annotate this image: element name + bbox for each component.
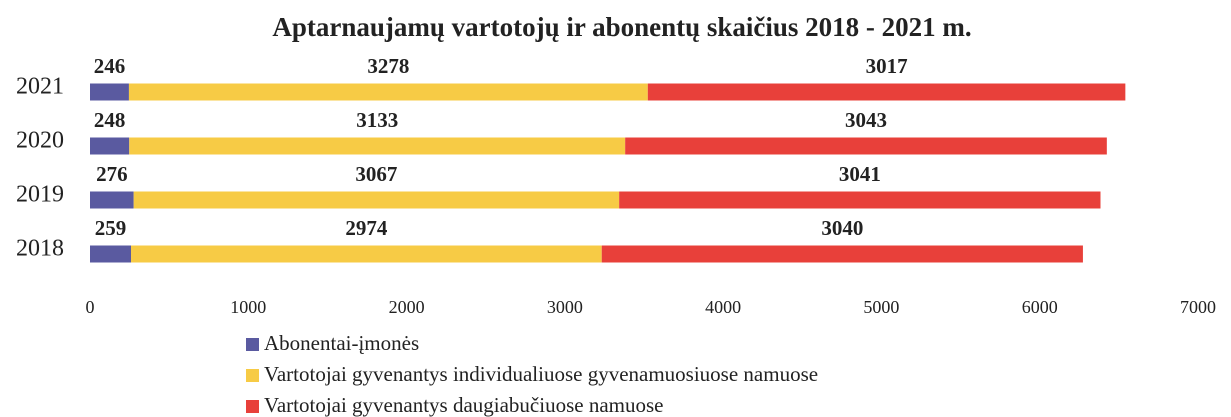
data-label: 3017 <box>866 54 908 78</box>
x-tick-label: 0 <box>86 297 95 317</box>
bar-segment <box>133 191 620 209</box>
data-label: 246 <box>94 54 126 78</box>
legend-label: Abonentai-įmonės <box>264 331 419 355</box>
y-tick-label: 2018 <box>16 236 64 262</box>
legend-label: Vartotojai gyvenantys individualiuose gy… <box>264 362 818 386</box>
data-label: 248 <box>94 108 126 132</box>
data-label: 3133 <box>356 108 398 132</box>
x-tick-label: 6000 <box>1022 297 1058 317</box>
chart-title: Aptarnaujamų vartotojų ir abonentų skaič… <box>272 12 971 42</box>
bar-segment <box>90 137 130 155</box>
data-label: 3278 <box>367 54 409 78</box>
data-label: 3041 <box>839 162 881 186</box>
bar-segment <box>647 83 1126 101</box>
legend-label: Vartotojai gyvenantys daugiabučiuose nam… <box>264 393 663 417</box>
bar-segment <box>90 191 134 209</box>
x-tick-label: 2000 <box>389 297 425 317</box>
x-tick-label: 5000 <box>863 297 899 317</box>
x-tick-label: 4000 <box>705 297 741 317</box>
data-label: 259 <box>95 216 127 240</box>
data-label: 3067 <box>355 162 397 186</box>
y-tick-label: 2019 <box>16 182 64 208</box>
bar-segment <box>625 137 1107 155</box>
x-tick-label: 7000 <box>1180 297 1216 317</box>
data-label: 3043 <box>845 108 887 132</box>
bar-segment <box>128 83 648 101</box>
data-label: 3040 <box>821 216 863 240</box>
y-tick-label: 2020 <box>16 128 64 154</box>
legend-swatch <box>246 338 259 351</box>
bar-segment <box>90 245 131 263</box>
bar-segment <box>601 245 1083 263</box>
bar-segment <box>619 191 1101 209</box>
x-tick-label: 3000 <box>547 297 583 317</box>
data-label: 2974 <box>345 216 388 240</box>
data-label: 276 <box>96 162 128 186</box>
bar-segment <box>90 83 129 101</box>
bar-segment <box>130 245 602 263</box>
legend-swatch <box>246 400 259 413</box>
bar-segment <box>129 137 626 155</box>
y-tick-label: 2021 <box>16 74 64 100</box>
x-tick-label: 1000 <box>230 297 266 317</box>
legend-swatch <box>246 369 259 382</box>
